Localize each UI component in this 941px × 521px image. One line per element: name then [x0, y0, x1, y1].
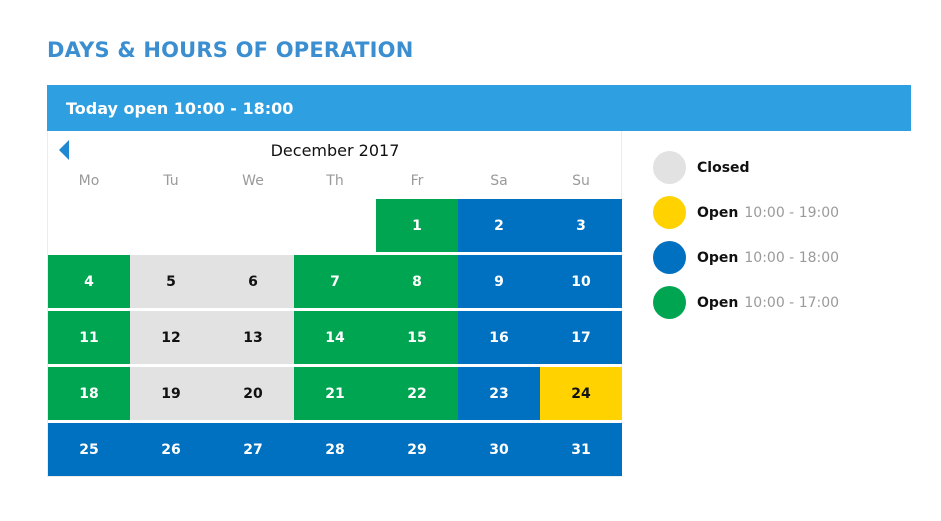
day-cell[interactable]: 19: [130, 367, 212, 420]
day-cell[interactable]: 29: [376, 423, 458, 476]
page-title: DAYS & HOURS OF OPERATION: [47, 38, 414, 62]
weekday-label: Fr: [410, 173, 424, 189]
day-cell[interactable]: 22: [376, 367, 458, 420]
legend-hours: 10:00 - 17:00: [744, 294, 840, 311]
weekday-label: Th: [326, 173, 344, 189]
day-cell[interactable]: 26: [130, 423, 212, 476]
legend-swatch: [653, 196, 686, 229]
day-cell[interactable]: 31: [540, 423, 622, 476]
legend-hours: 10:00 - 18:00: [744, 249, 840, 266]
day-cell[interactable]: 1: [376, 199, 458, 252]
today-hours-text: Today open 10:00 - 18:00: [66, 98, 294, 118]
day-cell[interactable]: 18: [48, 367, 130, 420]
day-cell-empty: [294, 199, 376, 252]
day-cell[interactable]: 28: [294, 423, 376, 476]
caret-left-icon[interactable]: [59, 140, 71, 160]
today-hours-bar: Today open 10:00 - 18:00: [47, 85, 911, 131]
day-cell[interactable]: 14: [294, 311, 376, 364]
day-grid: 1 2 3 4 5 6 7 8 9 10 11 12 13 14 15 16 17 18 19 20 21 22 23 24 2…: [48, 199, 622, 476]
day-cell[interactable]: 11: [48, 311, 130, 364]
day-cell[interactable]: 8: [376, 255, 458, 308]
legend-label: Open: [697, 204, 739, 221]
legend-label: Closed: [697, 159, 750, 176]
day-cell[interactable]: 17: [540, 311, 622, 364]
weekday-header-row: Mo Tu We Th Fr Sa Su: [48, 173, 622, 195]
day-cell[interactable]: 16: [458, 311, 540, 364]
day-cell[interactable]: 2: [458, 199, 540, 252]
legend-item: Closed: [653, 145, 913, 190]
day-cell[interactable]: 5: [130, 255, 212, 308]
day-cell[interactable]: 27: [212, 423, 294, 476]
day-cell[interactable]: 21: [294, 367, 376, 420]
day-cell[interactable]: 24: [540, 367, 622, 420]
legend-item: Open 10:00 - 17:00: [653, 280, 913, 325]
day-cell[interactable]: 25: [48, 423, 130, 476]
legend: Closed Open 10:00 - 19:00 Open 10:00 - 18:00…: [653, 145, 913, 325]
day-cell[interactable]: 6: [212, 255, 294, 308]
day-cell[interactable]: 23: [458, 367, 540, 420]
weekday-label: Tu: [163, 173, 179, 189]
day-cell[interactable]: 15: [376, 311, 458, 364]
weekday-label: Sa: [490, 173, 508, 189]
day-cell[interactable]: 4: [48, 255, 130, 308]
legend-hours: 10:00 - 19:00: [744, 204, 840, 221]
weekday-label: Mo: [78, 173, 100, 189]
legend-swatch: [653, 241, 686, 274]
legend-swatch: [653, 151, 686, 184]
day-cell[interactable]: 20: [212, 367, 294, 420]
legend-item: Open 10:00 - 19:00: [653, 190, 913, 235]
day-cell[interactable]: 13: [212, 311, 294, 364]
calendar-header: December 2017: [48, 131, 622, 167]
day-cell-empty: [212, 199, 294, 252]
day-cell[interactable]: 30: [458, 423, 540, 476]
day-cell[interactable]: 9: [458, 255, 540, 308]
calendar: December 2017 Mo Tu We Th Fr Sa Su 1 2 3 4 5 6 7 8 9 10…: [47, 131, 622, 477]
day-cell[interactable]: 12: [130, 311, 212, 364]
legend-item: Open 10:00 - 18:00: [653, 235, 913, 280]
day-cell-empty: [48, 199, 130, 252]
day-cell[interactable]: 7: [294, 255, 376, 308]
weekday-label: We: [242, 173, 264, 189]
day-cell-empty: [130, 199, 212, 252]
day-cell[interactable]: 10: [540, 255, 622, 308]
legend-label: Open: [697, 294, 739, 311]
weekday-label: Su: [572, 173, 590, 189]
legend-swatch: [653, 286, 686, 319]
month-title: December 2017: [270, 141, 400, 160]
legend-label: Open: [697, 249, 739, 266]
day-cell[interactable]: 3: [540, 199, 622, 252]
